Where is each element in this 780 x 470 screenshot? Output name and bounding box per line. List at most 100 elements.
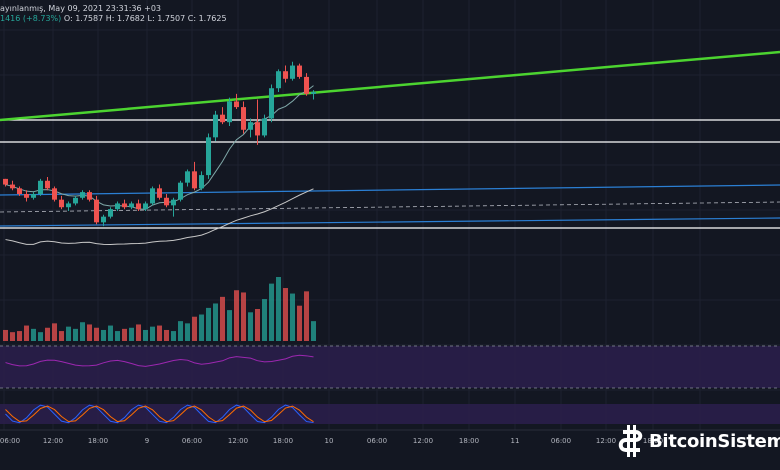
volume-bar	[297, 305, 302, 341]
x-axis-label: 06:00	[550, 437, 572, 445]
volume-bar	[213, 303, 218, 341]
volume-bar	[59, 331, 64, 341]
volume-bar	[227, 310, 232, 341]
candle-body	[227, 101, 232, 123]
candle-body	[10, 184, 15, 189]
volume-bar	[66, 326, 71, 341]
candle-body	[164, 197, 169, 206]
volume-bar	[31, 328, 36, 341]
x-axis-label: 12:00	[412, 437, 434, 445]
volume-bar	[17, 331, 22, 341]
volume-bar	[73, 328, 78, 341]
candle-body	[220, 114, 225, 123]
candle-body	[143, 203, 148, 210]
candle-body	[80, 192, 85, 198]
candle-body	[206, 137, 211, 176]
volume-bar	[220, 296, 225, 341]
trend-line	[0, 50, 780, 122]
candle-body	[73, 197, 78, 204]
candle-body	[38, 180, 43, 194]
volume-bar	[136, 324, 141, 341]
volume-bar	[283, 288, 288, 341]
volume-bar	[45, 327, 50, 341]
volume-bar	[185, 323, 190, 341]
candle-body	[171, 199, 176, 206]
bitcoin-logo-icon	[618, 425, 643, 457]
candle-body	[241, 107, 246, 130]
candle-body	[290, 65, 295, 79]
volume-bar	[108, 325, 113, 341]
candle-body	[87, 192, 92, 200]
watermark-logo: BitcoinSistemi	[618, 424, 780, 458]
candle-body	[199, 175, 204, 189]
candle-body	[59, 199, 64, 208]
volume-bar	[150, 326, 155, 341]
volume-bar	[164, 329, 169, 341]
volume-bar	[101, 329, 106, 341]
chart-header-title: ayınlanmış, May 09, 2021 23:31:36 +03	[0, 4, 161, 13]
x-axis-label: 11	[510, 437, 520, 445]
volume-bar	[52, 323, 57, 341]
candle-body	[297, 65, 302, 77]
candle-body	[283, 71, 288, 79]
candle-body	[108, 209, 113, 217]
volume-bar	[192, 316, 197, 341]
stoch-k-line	[5, 404, 314, 424]
volume-bar	[269, 283, 274, 341]
volume-bar	[178, 321, 183, 341]
volume-bar	[122, 328, 127, 341]
x-axis-label: 06:00	[366, 437, 388, 445]
candle-body	[129, 203, 134, 208]
x-axis-label: 06:00	[0, 437, 21, 445]
candle-body	[304, 76, 309, 94]
volume-bar	[24, 325, 29, 341]
volume-bar	[157, 325, 162, 341]
volume-bar	[94, 327, 99, 341]
volume-bar	[129, 327, 134, 341]
volume-bar	[199, 314, 204, 341]
channel-upper	[0, 184, 780, 196]
candle-body	[66, 203, 71, 208]
stoch-d-line	[5, 405, 314, 423]
candle-body	[94, 199, 99, 223]
volume-bar	[255, 309, 260, 341]
watermark-text: BitcoinSistemi	[649, 430, 780, 452]
stoch-band	[0, 404, 780, 424]
candle-body	[122, 203, 127, 208]
rsi-line	[5, 354, 314, 367]
candle-body	[52, 188, 57, 200]
candle-body	[255, 122, 260, 136]
x-axis-label: 18:00	[642, 437, 664, 445]
candle-body	[311, 92, 316, 94]
volume-bar	[304, 291, 309, 341]
x-axis-label: 12:00	[42, 437, 64, 445]
candle-body	[31, 194, 36, 198]
volume-bar	[241, 292, 246, 341]
candle-body	[136, 203, 141, 210]
candle-body	[115, 203, 120, 210]
volume-bar	[262, 299, 267, 341]
candle-body	[248, 122, 253, 130]
rsi-band	[0, 346, 780, 388]
x-axis-label: 06:00	[181, 437, 203, 445]
candle-body	[276, 71, 281, 89]
chart-header-ohlc: 1416 (+8.73%) O: 1.7587 H: 1.7682 L: 1.7…	[0, 13, 227, 24]
volume-bar	[80, 322, 85, 341]
candle-body	[234, 101, 239, 108]
candle-body	[262, 118, 267, 136]
x-axis-label: 12:00	[227, 437, 249, 445]
volume-bar	[234, 290, 239, 341]
candle-body	[45, 180, 50, 189]
volume-bar	[311, 321, 316, 341]
volume-bar	[248, 312, 253, 341]
volume-bar	[171, 331, 176, 341]
candle-body	[157, 188, 162, 198]
volume-bar	[115, 331, 120, 341]
ohlc-values: O: 1.7587 H: 1.7682 L: 1.7507 C: 1.7625	[63, 14, 227, 23]
ma-long-line	[5, 188, 314, 245]
candle-body	[3, 178, 8, 185]
x-axis-label: 10	[324, 437, 334, 445]
x-axis-label: 9	[144, 437, 150, 445]
